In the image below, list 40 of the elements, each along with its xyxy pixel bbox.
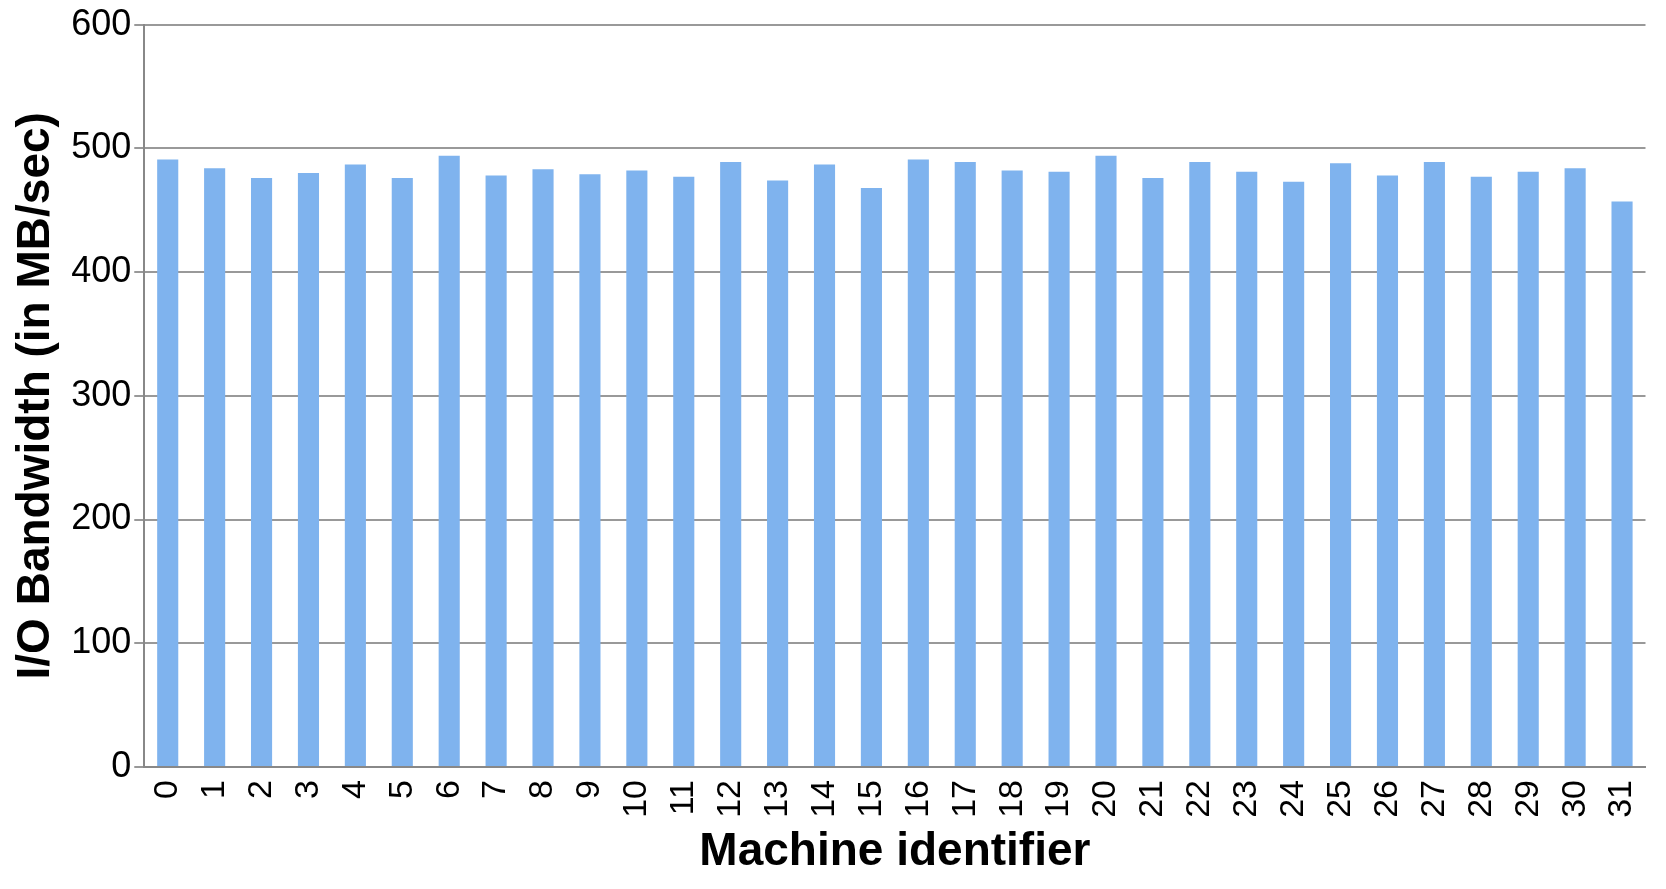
- x-tick-label: 10: [615, 779, 654, 818]
- x-tick-label: 8: [521, 779, 560, 799]
- y-tick-label: 100: [71, 620, 132, 662]
- y-tick-label: 200: [71, 496, 132, 538]
- x-tick-label: 7: [474, 779, 513, 799]
- x-tick-label: 13: [755, 779, 794, 818]
- x-tick-label: 20: [1084, 779, 1123, 818]
- x-tick-label: 31: [1600, 779, 1639, 818]
- x-tick-label: 21: [1131, 779, 1170, 818]
- x-tick-label: 27: [1412, 779, 1451, 818]
- x-tick-label: 15: [849, 779, 888, 818]
- x-tick-label: 22: [1178, 779, 1217, 818]
- x-tick-label: 4: [333, 779, 372, 799]
- x-tick-label: 1: [193, 779, 232, 799]
- x-tick-label: 5: [380, 779, 419, 799]
- y-axis-title: I/O Bandwidth (in MB/sec): [7, 112, 60, 680]
- x-tick-label: 28: [1459, 779, 1498, 818]
- x-tick-label: 26: [1365, 779, 1404, 818]
- y-tick-label: 400: [71, 248, 132, 290]
- x-tick-label: 29: [1506, 779, 1545, 818]
- x-axis-title: Machine identifier: [699, 823, 1091, 876]
- x-tick-label: 9: [568, 779, 607, 799]
- y-tick-label: 300: [71, 372, 132, 414]
- x-tick-label: 24: [1272, 779, 1311, 818]
- y-tick-label: 600: [71, 1, 132, 43]
- x-tick-label: 11: [662, 779, 701, 816]
- x-tick-label: 2: [239, 779, 278, 799]
- x-tick-label: 18: [990, 779, 1029, 818]
- x-tick-label: 25: [1318, 779, 1357, 818]
- y-tick-label: 500: [71, 125, 132, 167]
- x-tick-label: 14: [802, 779, 841, 818]
- x-tick-label: 6: [427, 779, 466, 799]
- x-tick-label: 19: [1037, 779, 1076, 818]
- x-tick-label: 0: [146, 779, 185, 799]
- x-tick-label: 23: [1225, 779, 1264, 818]
- x-tick-label: 30: [1553, 779, 1592, 818]
- x-tick-label: 3: [286, 779, 325, 799]
- x-tick-label: 17: [943, 779, 982, 818]
- x-tick-label: 12: [709, 779, 748, 818]
- x-tick-label: 16: [896, 779, 935, 818]
